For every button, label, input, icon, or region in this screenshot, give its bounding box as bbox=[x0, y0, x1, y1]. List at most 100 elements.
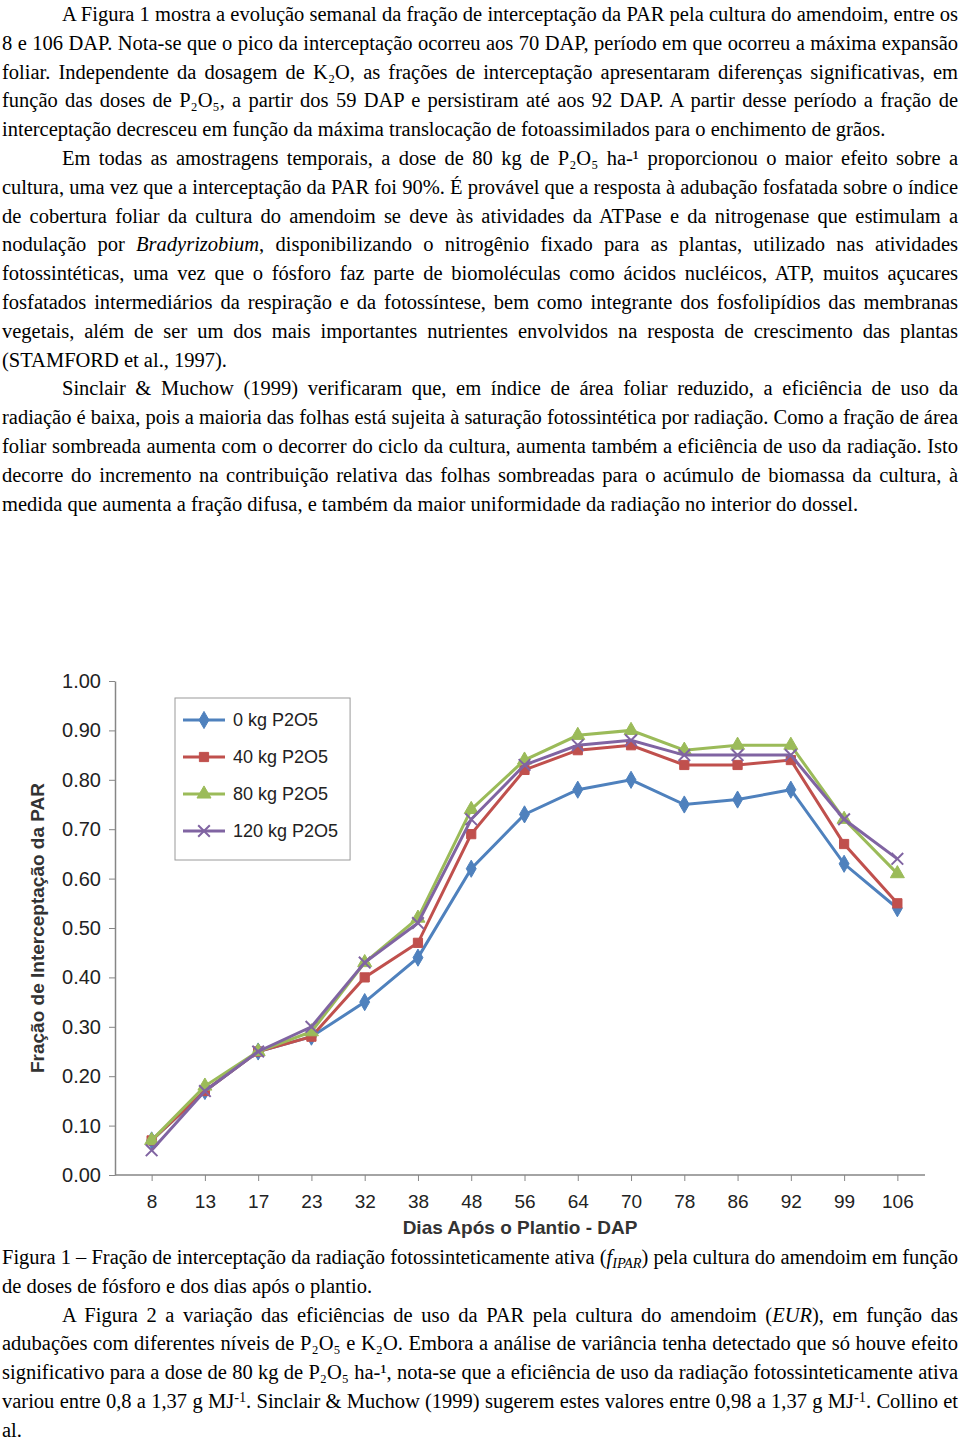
marker bbox=[892, 900, 902, 917]
tick-label: 8 bbox=[147, 1191, 158, 1212]
paragraph: Sinclair & Muchow (1999) verificaram que… bbox=[2, 374, 958, 518]
tick-label: 13 bbox=[195, 1191, 216, 1212]
paragraph: A Figura 1 mostra a evolução semanal da … bbox=[2, 0, 958, 144]
paragraph: Em todas as amostragens temporais, a dos… bbox=[2, 144, 958, 374]
series bbox=[145, 722, 905, 1144]
text-run: A Figura 2 a variação das eficiências de… bbox=[62, 1304, 772, 1326]
marker bbox=[571, 727, 585, 739]
tick: 106 bbox=[882, 1175, 914, 1212]
tick-label: 86 bbox=[727, 1191, 748, 1212]
marker bbox=[520, 806, 530, 823]
marker bbox=[731, 737, 745, 749]
tick-label: 56 bbox=[514, 1191, 535, 1212]
text-block: Figura 1 – Fração de interceptação da ra… bbox=[2, 1243, 958, 1445]
legend-marker bbox=[199, 711, 209, 728]
marker bbox=[306, 1021, 318, 1033]
tick-label: 0.20 bbox=[62, 1065, 101, 1087]
tick-label: 1.00 bbox=[62, 670, 101, 692]
tick-label: 23 bbox=[301, 1191, 322, 1212]
marker bbox=[252, 1046, 264, 1058]
tick-mark bbox=[311, 1175, 312, 1181]
tick: 38 bbox=[408, 1175, 429, 1212]
tick-label: 0.30 bbox=[62, 1016, 101, 1038]
tick: 23 bbox=[301, 1175, 322, 1212]
marker bbox=[839, 839, 848, 848]
text-run: Sinclair & Muchow (1999) verificaram que… bbox=[2, 377, 958, 514]
tick: 99 bbox=[834, 1175, 855, 1212]
text-run: IPAR bbox=[612, 1255, 641, 1271]
tick-mark bbox=[258, 1175, 259, 1181]
marker bbox=[199, 1085, 211, 1097]
marker bbox=[465, 814, 477, 826]
tick-label: 0.00 bbox=[62, 1164, 101, 1186]
tick: 32 bbox=[355, 1175, 376, 1212]
tick-label: 17 bbox=[248, 1191, 269, 1212]
tick: 56 bbox=[514, 1175, 535, 1212]
tick-mark bbox=[109, 1027, 115, 1028]
tick-label: 0.70 bbox=[62, 818, 101, 840]
legend-label: 0 kg P2O5 bbox=[233, 710, 318, 730]
marker bbox=[519, 759, 531, 771]
tick: 0.90 bbox=[62, 719, 115, 741]
tick-label: 32 bbox=[355, 1191, 376, 1212]
marker bbox=[146, 1144, 158, 1156]
tick-label: 106 bbox=[882, 1191, 914, 1212]
tick: 64 bbox=[568, 1175, 590, 1212]
legend-label: 120 kg P2O5 bbox=[233, 821, 338, 841]
tick-label: 99 bbox=[834, 1191, 855, 1212]
text-run: Bradyrizobium bbox=[136, 233, 259, 255]
marker bbox=[784, 737, 798, 749]
tick-mark bbox=[109, 681, 115, 682]
tick-mark bbox=[109, 879, 115, 880]
tick: 0.10 bbox=[62, 1115, 115, 1137]
marker bbox=[733, 791, 743, 808]
marker bbox=[467, 830, 476, 839]
marker bbox=[890, 866, 904, 878]
axis-title: Dias Após o Plantio - DAP bbox=[403, 1217, 638, 1238]
tick-mark bbox=[897, 1175, 898, 1181]
legend-box bbox=[175, 698, 350, 860]
marker bbox=[786, 781, 796, 798]
marker bbox=[573, 781, 583, 798]
marker bbox=[412, 917, 424, 929]
marker bbox=[839, 855, 849, 872]
tick-label: 78 bbox=[674, 1191, 695, 1212]
marker bbox=[732, 749, 744, 761]
marker bbox=[626, 771, 636, 788]
text-run: -1 bbox=[234, 1389, 246, 1405]
tick: 70 bbox=[621, 1175, 642, 1212]
tick-mark bbox=[109, 730, 115, 731]
marker bbox=[359, 957, 371, 969]
marker bbox=[360, 994, 370, 1011]
line bbox=[152, 780, 898, 1141]
tick-mark bbox=[152, 1175, 153, 1181]
marker bbox=[466, 860, 476, 877]
series bbox=[147, 741, 902, 1145]
tick: 0.20 bbox=[62, 1065, 115, 1087]
tick: 48 bbox=[461, 1175, 482, 1212]
text-run: f bbox=[607, 1246, 613, 1268]
axis-title: Fração de Interceptação da PAR bbox=[27, 783, 48, 1073]
plot-area bbox=[145, 722, 905, 1156]
legend-marker bbox=[198, 825, 210, 837]
marker bbox=[413, 938, 422, 947]
paragraph: A Figura 2 a variação das eficiências de… bbox=[2, 1301, 958, 1445]
tick-mark bbox=[578, 1175, 579, 1181]
legend-marker bbox=[197, 786, 211, 798]
marker bbox=[360, 973, 369, 982]
text-run: EUR bbox=[772, 1304, 812, 1326]
legend-label: 80 kg P2O5 bbox=[233, 784, 328, 804]
tick-label: 64 bbox=[568, 1191, 590, 1212]
marker bbox=[624, 722, 638, 734]
tick-mark bbox=[525, 1175, 526, 1181]
tick-label: 38 bbox=[408, 1191, 429, 1212]
marker bbox=[413, 949, 423, 966]
tick-mark bbox=[418, 1175, 419, 1181]
text-run: Figura 1 – Fração de interceptação da ra… bbox=[2, 1246, 607, 1268]
tick: 0.00 bbox=[62, 1164, 115, 1186]
marker bbox=[892, 853, 904, 865]
x-axis: 813172332384856647078869299106 bbox=[115, 1175, 925, 1212]
chart: 0.000.100.200.300.400.500.600.700.800.90… bbox=[0, 668, 960, 1243]
text-block: A Figura 1 mostra a evolução semanal da … bbox=[2, 0, 958, 518]
tick-mark bbox=[205, 1175, 206, 1181]
